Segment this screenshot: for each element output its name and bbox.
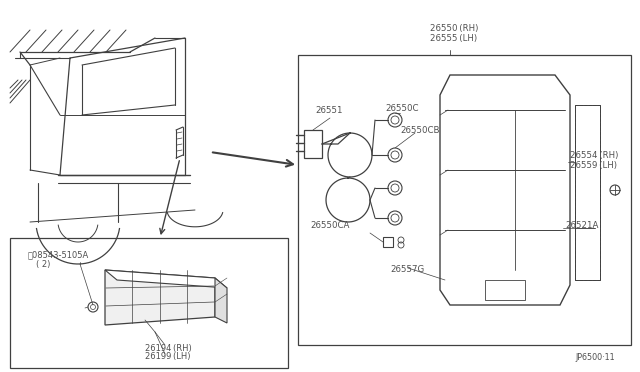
Text: 26551: 26551 [315, 106, 342, 115]
Text: JP6500·11: JP6500·11 [575, 353, 615, 362]
Bar [485, 280, 525, 300]
Bar [298, 55, 631, 345]
Text: 26555 (LH): 26555 (LH) [430, 33, 477, 42]
Bar [383, 237, 393, 247]
Text: 26521A: 26521A [565, 221, 598, 230]
Text: 26550C: 26550C [385, 103, 419, 112]
Text: 26194 (RH): 26194 (RH) [145, 343, 192, 353]
Polygon shape [304, 130, 322, 158]
Bar [10, 238, 288, 368]
Text: 26557G: 26557G [390, 266, 424, 275]
Text: ( 2): ( 2) [36, 260, 51, 269]
Text: 26550 (RH): 26550 (RH) [430, 23, 478, 32]
Text: 26554 (RH): 26554 (RH) [570, 151, 618, 160]
Polygon shape [215, 278, 227, 323]
Bar [575, 105, 600, 280]
Text: 26199 (LH): 26199 (LH) [145, 353, 191, 362]
Text: 26559 (LH): 26559 (LH) [570, 160, 617, 170]
Text: 26550CB: 26550CB [400, 125, 440, 135]
Text: Ⓝ08543-5105A: Ⓝ08543-5105A [28, 250, 89, 260]
Polygon shape [105, 270, 215, 325]
Polygon shape [105, 270, 227, 288]
Polygon shape [440, 75, 570, 305]
Text: 26550CA: 26550CA [310, 221, 349, 230]
